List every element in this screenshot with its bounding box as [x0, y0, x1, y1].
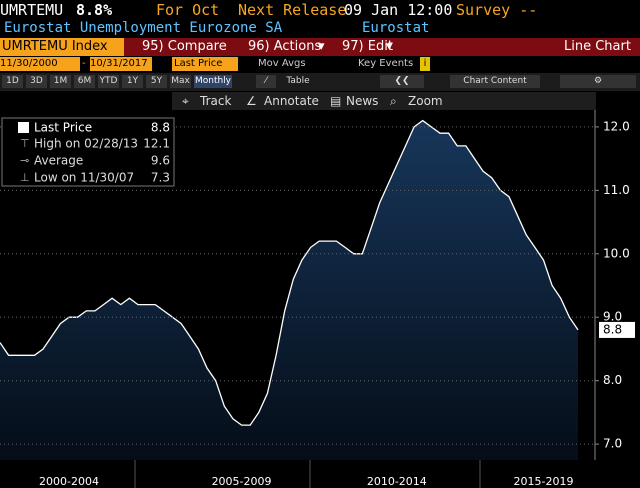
range-button[interactable]: 5Y	[146, 75, 167, 88]
x-tick-label: 2010-2014	[367, 475, 427, 488]
legend-icon: ⊥	[20, 171, 30, 184]
description: Eurostat Unemployment Eurozone SA	[4, 20, 283, 36]
tool[interactable]: Annotate	[264, 94, 319, 108]
last-price-tag	[599, 321, 635, 338]
key-events[interactable]: Key Events	[358, 58, 414, 69]
range-button[interactable]: Max	[170, 75, 191, 88]
range-bar: Max 5Y 1Y YTD 6M 1M 3D 1D Monthly ⁄ Table ❮❮ Ch…	[0, 73, 640, 91]
field[interactable]: Last Price	[172, 57, 238, 71]
end-date[interactable]: 10/31/2017	[90, 57, 152, 71]
tool-icon: ∠	[246, 94, 257, 108]
range-button[interactable]: 1Y	[122, 75, 143, 88]
legend-icon: ⊤	[20, 137, 30, 150]
legend-stat-value: 12.1	[143, 137, 170, 151]
survey: Survey --	[456, 1, 538, 19]
view[interactable]: Line Chart	[564, 39, 631, 54]
legend-stat-value: 7.3	[151, 171, 170, 185]
range-button[interactable]: 6M	[74, 75, 95, 88]
table[interactable]: Table	[280, 75, 316, 88]
legend-icon: ⊸	[20, 154, 29, 167]
legend-stat-value: 9.6	[151, 154, 170, 168]
legend-stat-label: High on 02/28/13	[34, 137, 138, 151]
legend-label: Last Price	[34, 121, 92, 135]
menu-item[interactable]: 95) Compare	[142, 39, 227, 54]
settings[interactable]: ⚙	[560, 75, 636, 88]
last-price-label: 8.8	[603, 322, 622, 336]
y-tick-label: 8.0	[603, 373, 622, 387]
legend-value: 8.8	[151, 121, 170, 135]
header: UMRTEMU 8.8% For Oct Next Release 09 Jan…	[0, 0, 640, 20]
x-axis-strip	[0, 460, 640, 488]
chart-content[interactable]: Chart Content	[450, 75, 540, 88]
y-tick-label: 11.0	[603, 183, 630, 197]
x-tick-label: 2005-2009	[212, 475, 272, 488]
menu-item[interactable]: 96) Actions	[248, 39, 322, 54]
range-button[interactable]: YTD	[98, 75, 119, 88]
collapse[interactable]: ❮❮	[380, 75, 424, 88]
tool-icon: ▤	[330, 94, 342, 108]
tool-bar: ⌖ Track ∠ Annotate ▤ News ⌕ Zoom	[0, 92, 640, 110]
info-icon[interactable]: i	[420, 57, 430, 71]
source: Eurostat	[362, 20, 430, 36]
legend: Last Price 8.8 ⊤ High on 02/28/13 12.1 ⊸ Avera…	[1, 117, 175, 187]
dash: -	[82, 58, 86, 69]
next-release-label: Next Release	[238, 1, 347, 19]
chart-icon[interactable]: ⁄	[256, 75, 276, 88]
dropdown-arrow: ▾	[386, 39, 393, 54]
price: 8.8%	[76, 1, 113, 19]
area	[0, 120, 578, 460]
settings-bar: 11/30/2000 - 10/31/2017 Last Price Mov A…	[0, 57, 640, 72]
line	[0, 119, 579, 426]
x-tick-label: 2000-2004	[39, 475, 99, 488]
range-button[interactable]: 1M	[50, 75, 71, 88]
ticker: UMRTEMU	[0, 1, 64, 19]
description-row: Eurostat Unemployment Eurozone SA Eurost…	[0, 19, 640, 37]
legend-box	[1, 117, 175, 187]
menu-item[interactable]: 97) Edit	[342, 39, 393, 54]
tool-icon: ⌕	[390, 94, 397, 108]
y-tick-label: 9.0	[603, 310, 622, 324]
tool-icon: ⌖	[182, 94, 189, 108]
start-date[interactable]: 11/30/2000	[0, 57, 80, 71]
tool[interactable]: Zoom	[408, 94, 443, 108]
mov-avgs[interactable]: Mov Avgs	[258, 58, 306, 69]
range-button[interactable]: 3D	[26, 75, 47, 88]
x-tick-label: 2015-2019	[514, 475, 574, 488]
menu-bar: UMRTEMU Index 95) Compare 96) Actions ▾ …	[0, 38, 640, 56]
legend-stat-label: Average	[34, 154, 83, 168]
y-tick-label: 12.0	[603, 119, 630, 133]
range-button[interactable]: 1D	[2, 75, 23, 88]
frequency[interactable]: Monthly	[194, 75, 232, 88]
legend-swatch	[18, 122, 29, 133]
dropdown-arrow: ▾	[318, 39, 325, 54]
period: For Oct	[156, 1, 220, 19]
security[interactable]: UMRTEMU Index	[0, 38, 124, 56]
tool[interactable]: News	[346, 94, 379, 108]
y-tick-label: 10.0	[603, 246, 630, 260]
next-release: 09 Jan 12:00	[344, 1, 453, 19]
legend-stat-label: Low on 11/30/07	[34, 171, 134, 185]
tool[interactable]: Track	[200, 94, 232, 108]
chart: 7.0 8.0 9.0 10.0 11.0 12.0 2000-2004 2005-2009 2…	[0, 92, 640, 488]
y-tick-label: 7.0	[603, 437, 622, 451]
